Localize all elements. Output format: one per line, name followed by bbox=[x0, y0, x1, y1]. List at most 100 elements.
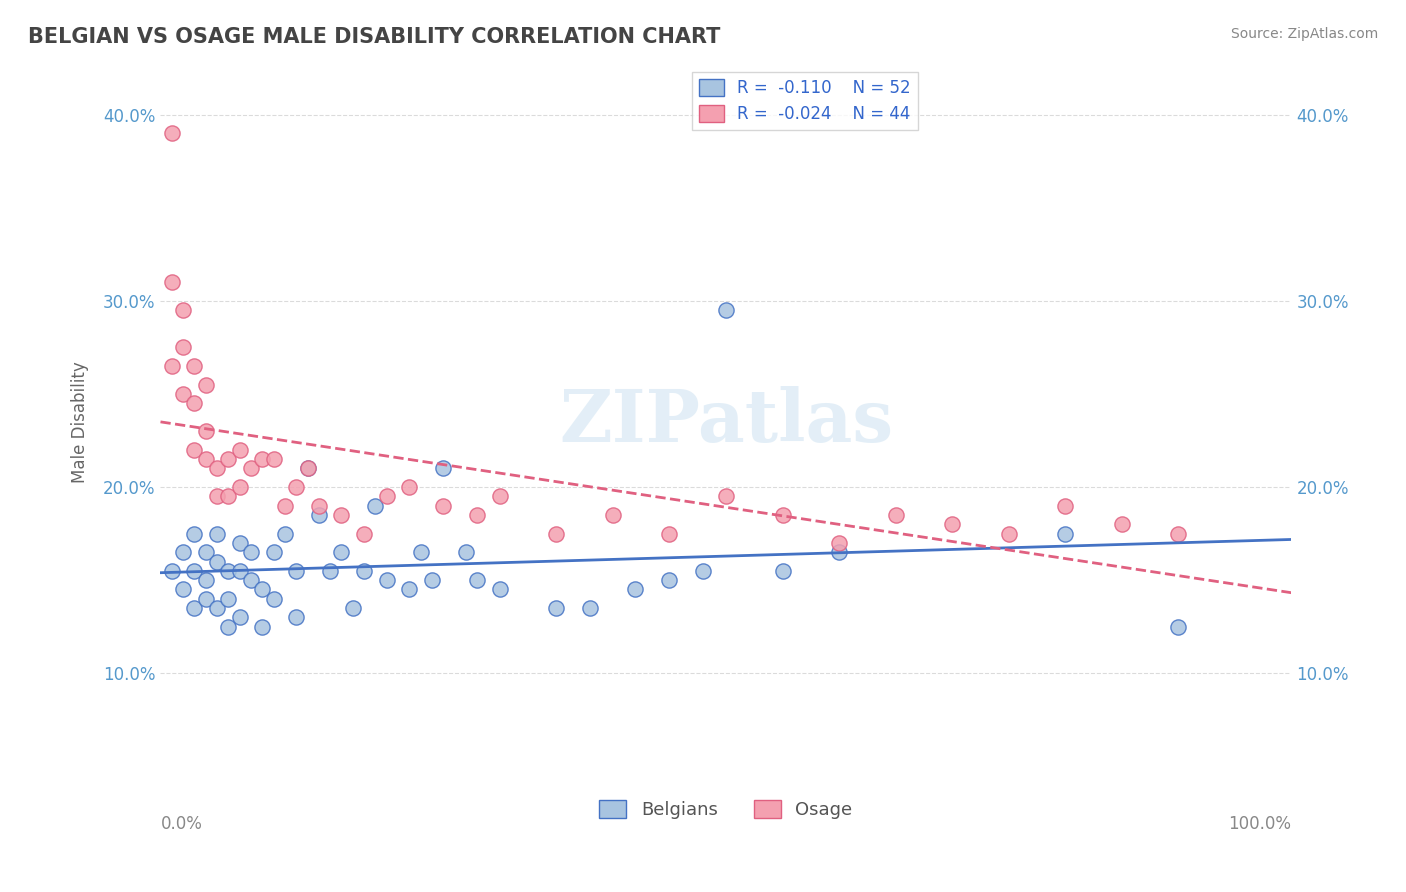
Point bbox=[465, 573, 488, 587]
Point bbox=[714, 303, 737, 318]
Point bbox=[409, 545, 432, 559]
Point bbox=[602, 508, 624, 522]
Point bbox=[1167, 526, 1189, 541]
Point bbox=[692, 564, 714, 578]
Point bbox=[194, 377, 217, 392]
Point bbox=[297, 461, 319, 475]
Point bbox=[330, 545, 353, 559]
Point bbox=[432, 499, 454, 513]
Point bbox=[997, 526, 1019, 541]
Point bbox=[297, 461, 319, 475]
Point bbox=[228, 610, 250, 624]
Point bbox=[772, 564, 794, 578]
Point bbox=[205, 461, 228, 475]
Point bbox=[624, 582, 647, 597]
Point bbox=[194, 591, 217, 606]
Point bbox=[364, 499, 387, 513]
Point bbox=[546, 526, 568, 541]
Point bbox=[828, 536, 851, 550]
Text: 0.0%: 0.0% bbox=[160, 814, 202, 832]
Point bbox=[308, 499, 330, 513]
Point bbox=[308, 508, 330, 522]
Point bbox=[239, 573, 262, 587]
Point bbox=[1054, 526, 1077, 541]
Point bbox=[353, 526, 375, 541]
Point bbox=[546, 601, 568, 615]
Point bbox=[183, 396, 205, 410]
Point bbox=[714, 489, 737, 503]
Point bbox=[205, 601, 228, 615]
Point bbox=[398, 480, 420, 494]
Point bbox=[205, 526, 228, 541]
Point bbox=[252, 620, 274, 634]
Point bbox=[194, 545, 217, 559]
Point bbox=[1111, 517, 1133, 532]
Point bbox=[228, 480, 250, 494]
Point bbox=[772, 508, 794, 522]
Legend: Belgians, Osage: Belgians, Osage bbox=[592, 792, 860, 826]
Point bbox=[160, 359, 183, 373]
Point bbox=[217, 564, 239, 578]
Point bbox=[194, 573, 217, 587]
Point bbox=[160, 564, 183, 578]
Point bbox=[183, 359, 205, 373]
Point bbox=[239, 461, 262, 475]
Point bbox=[228, 442, 250, 457]
Point bbox=[828, 545, 851, 559]
Point bbox=[183, 442, 205, 457]
Point bbox=[353, 564, 375, 578]
Point bbox=[205, 489, 228, 503]
Point bbox=[217, 452, 239, 467]
Point bbox=[194, 424, 217, 438]
Point bbox=[658, 526, 681, 541]
Point bbox=[432, 461, 454, 475]
Point bbox=[263, 545, 285, 559]
Point bbox=[488, 582, 510, 597]
Point bbox=[285, 610, 308, 624]
Point bbox=[183, 564, 205, 578]
Point bbox=[183, 601, 205, 615]
Point bbox=[330, 508, 353, 522]
Text: 100.0%: 100.0% bbox=[1229, 814, 1292, 832]
Point bbox=[217, 620, 239, 634]
Point bbox=[160, 126, 183, 140]
Point bbox=[342, 601, 364, 615]
Point bbox=[884, 508, 907, 522]
Point bbox=[172, 387, 194, 401]
Point bbox=[420, 573, 443, 587]
Point bbox=[285, 564, 308, 578]
Point bbox=[172, 340, 194, 354]
Point bbox=[228, 536, 250, 550]
Point bbox=[183, 526, 205, 541]
Point bbox=[319, 564, 342, 578]
Point bbox=[274, 499, 297, 513]
Point bbox=[488, 489, 510, 503]
Point bbox=[172, 582, 194, 597]
Point bbox=[172, 303, 194, 318]
Point bbox=[217, 591, 239, 606]
Point bbox=[1054, 499, 1077, 513]
Point bbox=[579, 601, 602, 615]
Point bbox=[263, 452, 285, 467]
Point bbox=[398, 582, 420, 597]
Point bbox=[205, 555, 228, 569]
Point bbox=[252, 582, 274, 597]
Text: BELGIAN VS OSAGE MALE DISABILITY CORRELATION CHART: BELGIAN VS OSAGE MALE DISABILITY CORRELA… bbox=[28, 27, 720, 46]
Point bbox=[194, 452, 217, 467]
Point bbox=[285, 480, 308, 494]
Point bbox=[172, 545, 194, 559]
Point bbox=[465, 508, 488, 522]
Text: Source: ZipAtlas.com: Source: ZipAtlas.com bbox=[1230, 27, 1378, 41]
Point bbox=[252, 452, 274, 467]
Point bbox=[658, 573, 681, 587]
Point bbox=[454, 545, 477, 559]
Point bbox=[274, 526, 297, 541]
Point bbox=[160, 275, 183, 289]
Point bbox=[375, 489, 398, 503]
Point bbox=[217, 489, 239, 503]
Point bbox=[228, 564, 250, 578]
Point bbox=[941, 517, 963, 532]
Point bbox=[375, 573, 398, 587]
Y-axis label: Male Disability: Male Disability bbox=[72, 361, 89, 483]
Text: ZIPatlas: ZIPatlas bbox=[560, 386, 893, 458]
